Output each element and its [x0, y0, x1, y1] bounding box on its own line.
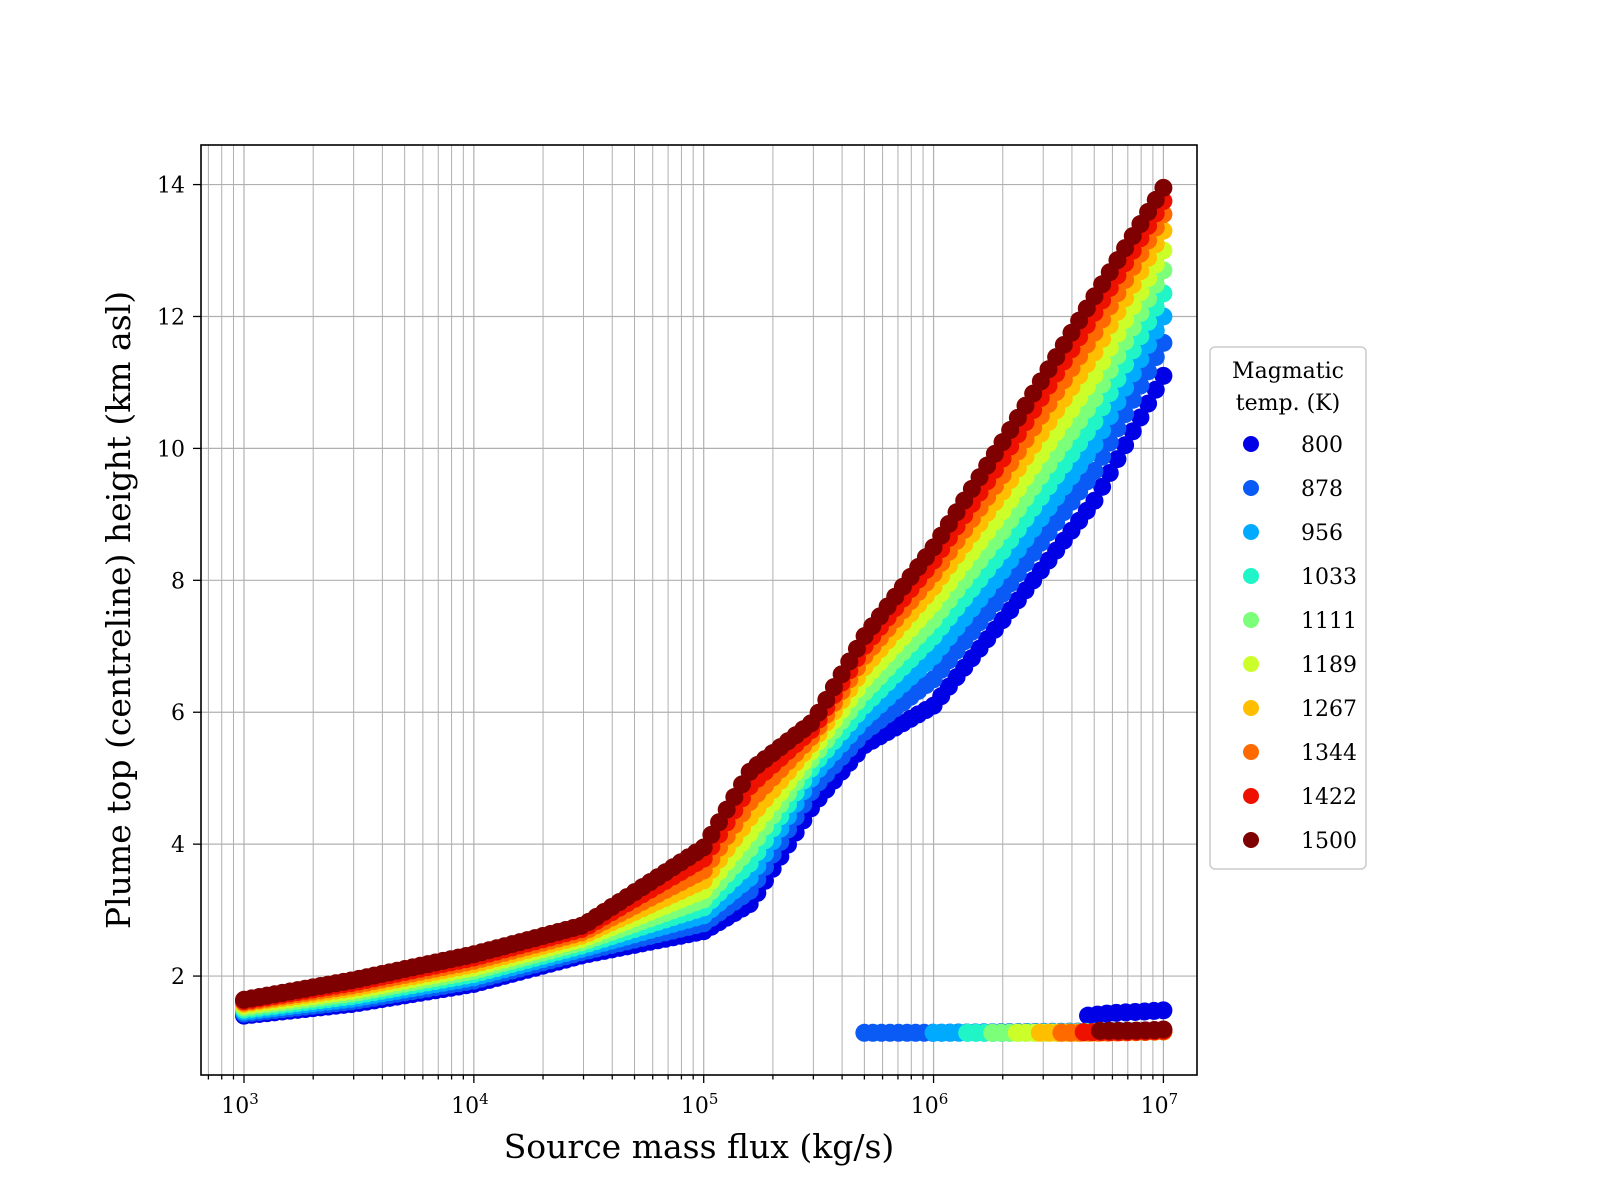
x-tick-label: 107 — [1141, 1090, 1179, 1119]
legend-marker-1344 — [1243, 744, 1259, 760]
axis-ticks: 103 104 105 106 107 2 4 6 8 10 12 14 — [157, 174, 1178, 1119]
legend-label-1422: 1422 — [1301, 785, 1357, 810]
x-axis-label: Source mass flux (kg/s) — [504, 1127, 895, 1166]
point-878 — [1085, 462, 1104, 481]
legend-label-878: 878 — [1301, 477, 1343, 502]
data-points — [235, 178, 1173, 1042]
legend-label-1033: 1033 — [1301, 565, 1357, 590]
legend-label-1111: 1111 — [1301, 609, 1357, 634]
y-axis-label: Plume top (centreline) height (km asl) — [99, 291, 138, 929]
legend-label-956: 956 — [1301, 521, 1343, 546]
legend-marker-800 — [1243, 436, 1259, 452]
legend-title-line-2: temp. (K) — [1236, 391, 1340, 416]
point-800 — [1146, 380, 1165, 399]
legend-marker-1033 — [1243, 568, 1259, 584]
series-1500-lower-branch — [1091, 1020, 1173, 1040]
point-1500-lower — [1154, 1020, 1173, 1039]
point-1500 — [1154, 178, 1173, 197]
y-tick-label: 10 — [157, 437, 185, 462]
legend: Magmatic temp. (K) 800 878 956 1033 1111 1189… — [1209, 346, 1367, 870]
legend-marker-1267 — [1243, 700, 1259, 716]
point-800 — [1108, 450, 1127, 469]
point-800-lower — [1154, 1001, 1173, 1020]
y-tick-label: 8 — [171, 569, 185, 594]
series-1500 — [235, 178, 1173, 1009]
point-800 — [1131, 408, 1150, 427]
y-tick-label: 6 — [171, 701, 185, 726]
legend-marker-1189 — [1243, 656, 1259, 672]
y-tick-label: 12 — [157, 305, 185, 330]
y-tick-label: 14 — [157, 174, 185, 199]
y-tick-label: 4 — [171, 833, 185, 858]
legend-label-800: 800 — [1301, 433, 1343, 458]
point-800 — [1093, 477, 1112, 496]
plot-area-frame — [200, 144, 1198, 1076]
legend-entries: 800 878 956 1033 1111 1189 1267 1344 1422 1500 — [1243, 433, 1357, 854]
x-tick-label: 106 — [911, 1090, 949, 1119]
y-tick-label: 2 — [171, 965, 185, 990]
point-800 — [1123, 422, 1142, 441]
legend-label-1344: 1344 — [1301, 741, 1357, 766]
legend-marker-1500 — [1243, 832, 1259, 848]
point-800 — [1139, 394, 1158, 413]
point-800 — [1100, 463, 1119, 482]
x-tick-label: 104 — [451, 1090, 489, 1119]
legend-label-1500: 1500 — [1301, 829, 1357, 854]
x-tick-label: 105 — [681, 1090, 719, 1119]
legend-marker-1422 — [1243, 788, 1259, 804]
point-800 — [1154, 366, 1173, 385]
series-800-lower-branch — [1079, 1001, 1173, 1025]
legend-marker-1111 — [1243, 612, 1259, 628]
point-800 — [1116, 436, 1135, 455]
legend-label-1189: 1189 — [1301, 653, 1357, 678]
legend-label-1267: 1267 — [1301, 697, 1357, 722]
legend-marker-956 — [1243, 524, 1259, 540]
legend-box — [1209, 346, 1367, 870]
point-800 — [1085, 491, 1104, 510]
x-tick-label: 103 — [221, 1090, 259, 1119]
legend-marker-878 — [1243, 480, 1259, 496]
legend-title-line-1: Magmatic — [1232, 359, 1344, 384]
